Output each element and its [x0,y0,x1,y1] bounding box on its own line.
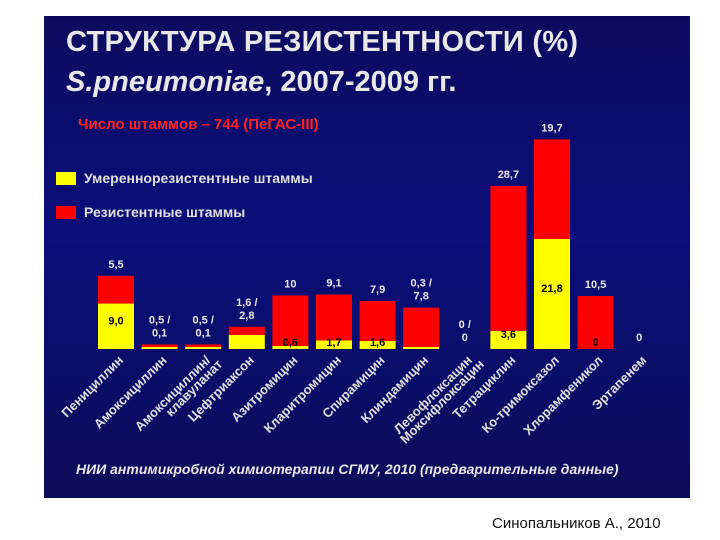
data-label-inner-tetracycline: 3,6 [501,329,516,341]
bar-moderate-amoxiclav [185,347,222,349]
tick-label-co-trimoxazole: Ко-тримоксазол [479,353,562,436]
bar-resistant-clindamycin [403,307,440,347]
bar-resistant-azithromycin [272,295,309,346]
data-label-inner-clarithromycin: 1,7 [326,337,341,349]
bar-moderate-azithromycin [272,345,309,349]
data-label-top-ceftriaxone: 1,6 / [236,297,257,309]
tick-label-chloramphenicol: Хлорамфеникол [520,353,605,438]
slide-background [44,16,690,498]
bar-resistant-ceftriaxone [228,326,265,335]
data-label-top-ceftriaxone: 2,8 [239,310,254,322]
bar-moderate-penicillin [98,303,134,349]
data-label-inner-chloramphenicol: 0 [593,337,599,349]
bar-moderate-clindamycin [403,347,440,349]
data-label-top-co-trimoxazole: 19,7 [541,122,562,134]
data-label-top-chloramphenicol: 10,5 [585,279,606,291]
data-label-top-clindamycin: 7,8 [414,291,429,303]
bar-resistant-penicillin [98,275,134,304]
data-label-top-clindamycin: 0,3 / [410,278,431,290]
page-title-species-line: S.pneumoniae, 2007-2009 гг. [66,66,456,99]
data-label-top-azithromycin: 10 [284,278,296,290]
bar-moderate-tetracycline [490,330,527,349]
data-label-top-clarithromycin: 9,1 [326,277,341,289]
data-label-inner-azithromycin: 0,6 [283,337,298,349]
strain-count-subtitle: Число штаммов – 744 (ПеГАС-III) [78,116,319,133]
bar-resistant-clarithromycin [316,294,352,341]
bar-resistant-tetracycline [490,185,527,331]
species-name: S.pneumoniae [66,66,265,98]
data-label-top-amoxiclav: 0,1 [196,327,211,339]
bar-resistant-spiramycin [359,301,396,341]
bar-moderate-ceftriaxone [228,334,265,349]
bar-resistant-co-trimoxazole [534,139,570,239]
bar-resistant-chloramphenicol [577,295,614,349]
author-credit: Синопальников А., 2010 [492,515,661,532]
bar-moderate-spiramycin [359,340,396,349]
bar-resistant-amoxiclav [185,344,222,347]
tick-label-fluoroquinolones: Левофлоксацин [391,353,475,437]
title-years: , 2007-2009 гг. [264,66,457,98]
data-label-top-penicillin: 5,5 [108,259,123,271]
bar-moderate-clarithromycin [316,340,352,349]
bar-moderate-co-trimoxazole [534,238,570,349]
source-footnote: НИИ антимикробной химиотерапии СГМУ, 201… [76,461,619,477]
data-label-top-fluoroquinolones: 0 [462,332,468,344]
data-label-top-amoxicillin: 0,1 [152,327,167,339]
data-label-inner-spiramycin: 1,6 [370,337,385,349]
tick-label-clarithromycin: Кларитромицин [261,353,344,436]
legend-label-moderate: Умереннорезистентные штаммы [84,170,313,186]
legend-label-resistant: Резистентные штаммы [84,204,246,220]
bar-resistant-amoxicillin [141,344,178,347]
data-label-top-amoxiclav: 0,5 / [192,314,213,326]
legend-swatch-yellow [56,172,76,185]
page-title: СТРУКТУРА РЕЗИСТЕНТНОСТИ (%) [66,26,579,58]
data-label-top-fluoroquinolones: 0 / [459,319,471,331]
data-label-inner-co-trimoxazole: 21,8 [541,283,562,295]
data-label-inner-penicillin: 9,0 [108,315,123,327]
data-label-top-tetracycline: 28,7 [498,169,519,181]
legend-swatch-red [56,206,76,219]
bar-moderate-amoxicillin [141,347,178,349]
data-label-top-ertapenem: 0 [636,332,642,344]
tick-label-amoxiclav: Амоксициллин/ [132,352,214,434]
data-label-top-amoxicillin: 0,5 / [149,314,170,326]
data-label-top-spiramycin: 7,9 [370,284,385,296]
